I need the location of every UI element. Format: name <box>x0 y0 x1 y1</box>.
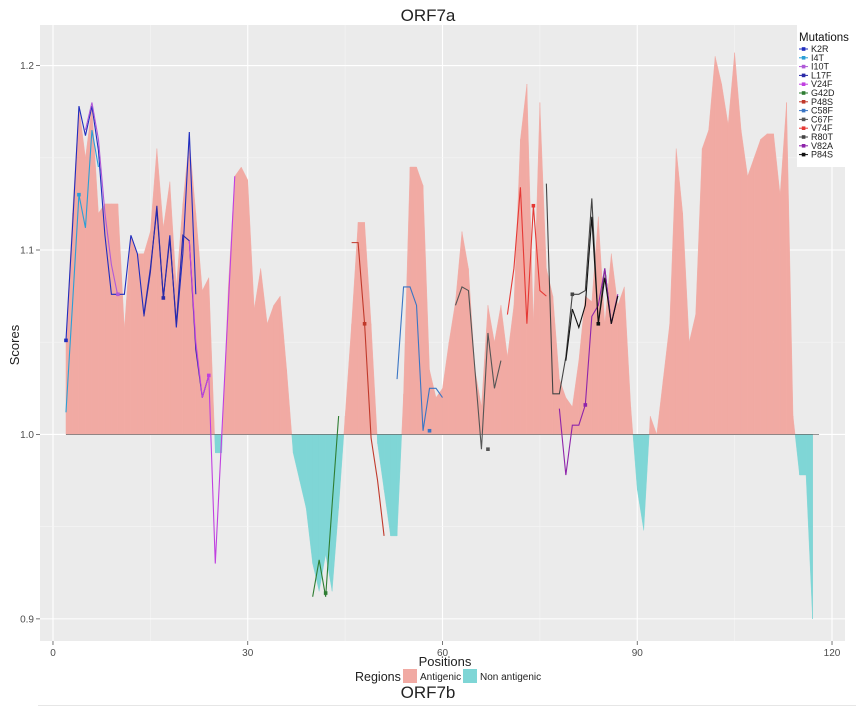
next-panel-title: ORF7b <box>0 683 856 703</box>
legend-key-marker <box>802 65 806 69</box>
area-segment <box>98 204 104 435</box>
legend-key-marker <box>802 109 806 113</box>
area-segment <box>111 204 117 435</box>
area-segment <box>410 167 416 434</box>
mutation-marker-i10t <box>116 292 120 296</box>
area-segment <box>702 130 708 434</box>
mutation-marker-r80t <box>571 292 575 296</box>
y-axis-label: Scores <box>7 324 22 365</box>
x-tick-label: 0 <box>50 648 56 659</box>
area-segment <box>761 134 767 435</box>
mutations-legend-title: Mutations <box>799 32 849 44</box>
mutation-marker-c67f <box>486 447 490 451</box>
y-tick-label: 1.1 <box>20 246 34 257</box>
area-segment <box>741 130 747 434</box>
regions-legend-label: Antigenic <box>420 672 461 683</box>
area-segment <box>715 56 721 434</box>
area-segment <box>391 434 397 535</box>
area-segment <box>131 235 137 434</box>
area-segment <box>85 106 91 434</box>
regions-legend-key <box>403 669 417 683</box>
mutation-marker-k2r <box>64 339 68 343</box>
mutation-marker-p48s <box>363 322 367 326</box>
mutation-marker-v24f <box>207 374 211 378</box>
area-segment <box>202 278 208 435</box>
area-segment <box>618 287 624 435</box>
legend-key-marker <box>802 135 806 139</box>
legend-key-marker <box>802 91 806 95</box>
area-segment <box>241 167 247 434</box>
mutation-marker-c58f <box>428 429 432 433</box>
legend-key-marker <box>802 153 806 157</box>
area-segment <box>163 182 169 435</box>
legend-key-marker <box>802 47 806 51</box>
y-tick-label: 1.2 <box>20 61 34 72</box>
regions-legend-label: Non antigenic <box>480 672 541 683</box>
area-segment <box>267 305 273 434</box>
legend-key-marker <box>802 56 806 60</box>
regions-legend-title: Regions <box>355 670 401 684</box>
mutation-marker-v74f <box>532 204 536 208</box>
regions-legend-key <box>463 669 477 683</box>
area-segment <box>722 84 728 434</box>
area-segment <box>417 167 423 434</box>
area-segment <box>235 167 241 434</box>
area-segment <box>144 232 150 435</box>
legend-key-marker <box>802 74 806 78</box>
mutation-marker-p84s <box>597 322 601 326</box>
regions-legend: Regions Antigenic Non antigenic <box>355 669 541 684</box>
area-segment <box>79 106 85 434</box>
area-segment <box>274 296 280 434</box>
mutation-marker-v82a <box>584 403 588 407</box>
x-tick-label: 120 <box>824 648 841 659</box>
legend-label-p84s: P84S <box>811 150 833 160</box>
mutations-legend: Mutations K2RI4TI10TL17FV24FG42DP48SC58F… <box>797 25 855 167</box>
legend-key-marker <box>802 100 806 104</box>
area-segment <box>462 232 468 435</box>
x-tick-label: 90 <box>632 648 644 659</box>
legend-key-marker <box>802 126 806 130</box>
area-segment <box>800 434 806 475</box>
mutation-marker-i4t <box>77 193 81 197</box>
mutation-marker-g42d <box>324 591 328 595</box>
x-axis-label: Positions <box>419 654 472 669</box>
area-segment <box>748 158 754 435</box>
legend-key-marker <box>802 144 806 148</box>
mutation-marker-l17f <box>162 296 166 300</box>
y-tick-label: 1.0 <box>20 430 34 441</box>
x-tick-label: 30 <box>242 648 254 659</box>
legend-key-marker <box>802 82 806 86</box>
y-tick-label: 0.9 <box>20 614 34 625</box>
area-segment <box>767 134 773 435</box>
legend-key-marker <box>802 118 806 122</box>
area-segment <box>754 139 760 434</box>
